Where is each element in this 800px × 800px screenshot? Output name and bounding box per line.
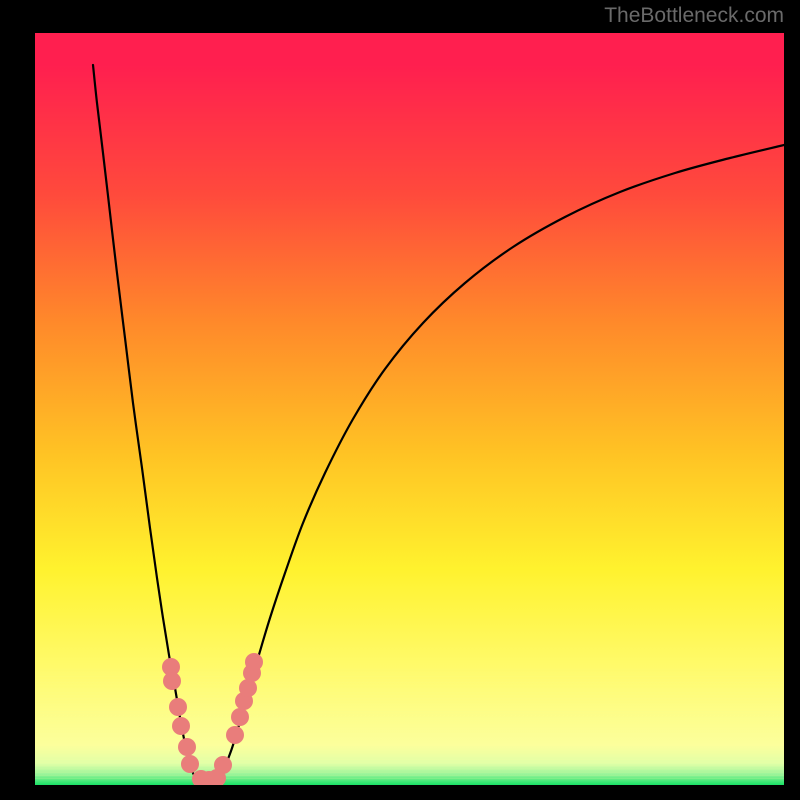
plot-area <box>35 33 784 785</box>
data-point-marker <box>214 756 232 774</box>
data-point-marker <box>231 708 249 726</box>
watermark-label: TheBottleneck.com <box>604 4 784 28</box>
data-point-marker <box>178 738 196 756</box>
chart-container: TheBottleneck.com <box>0 0 800 800</box>
data-point-marker <box>172 717 190 735</box>
chart-svg <box>35 33 784 785</box>
data-point-marker <box>169 698 187 716</box>
data-point-marker <box>226 726 244 744</box>
gradient-top-edge <box>35 33 784 65</box>
data-point-marker <box>181 755 199 773</box>
data-point-marker <box>245 653 263 671</box>
data-point-marker <box>163 672 181 690</box>
